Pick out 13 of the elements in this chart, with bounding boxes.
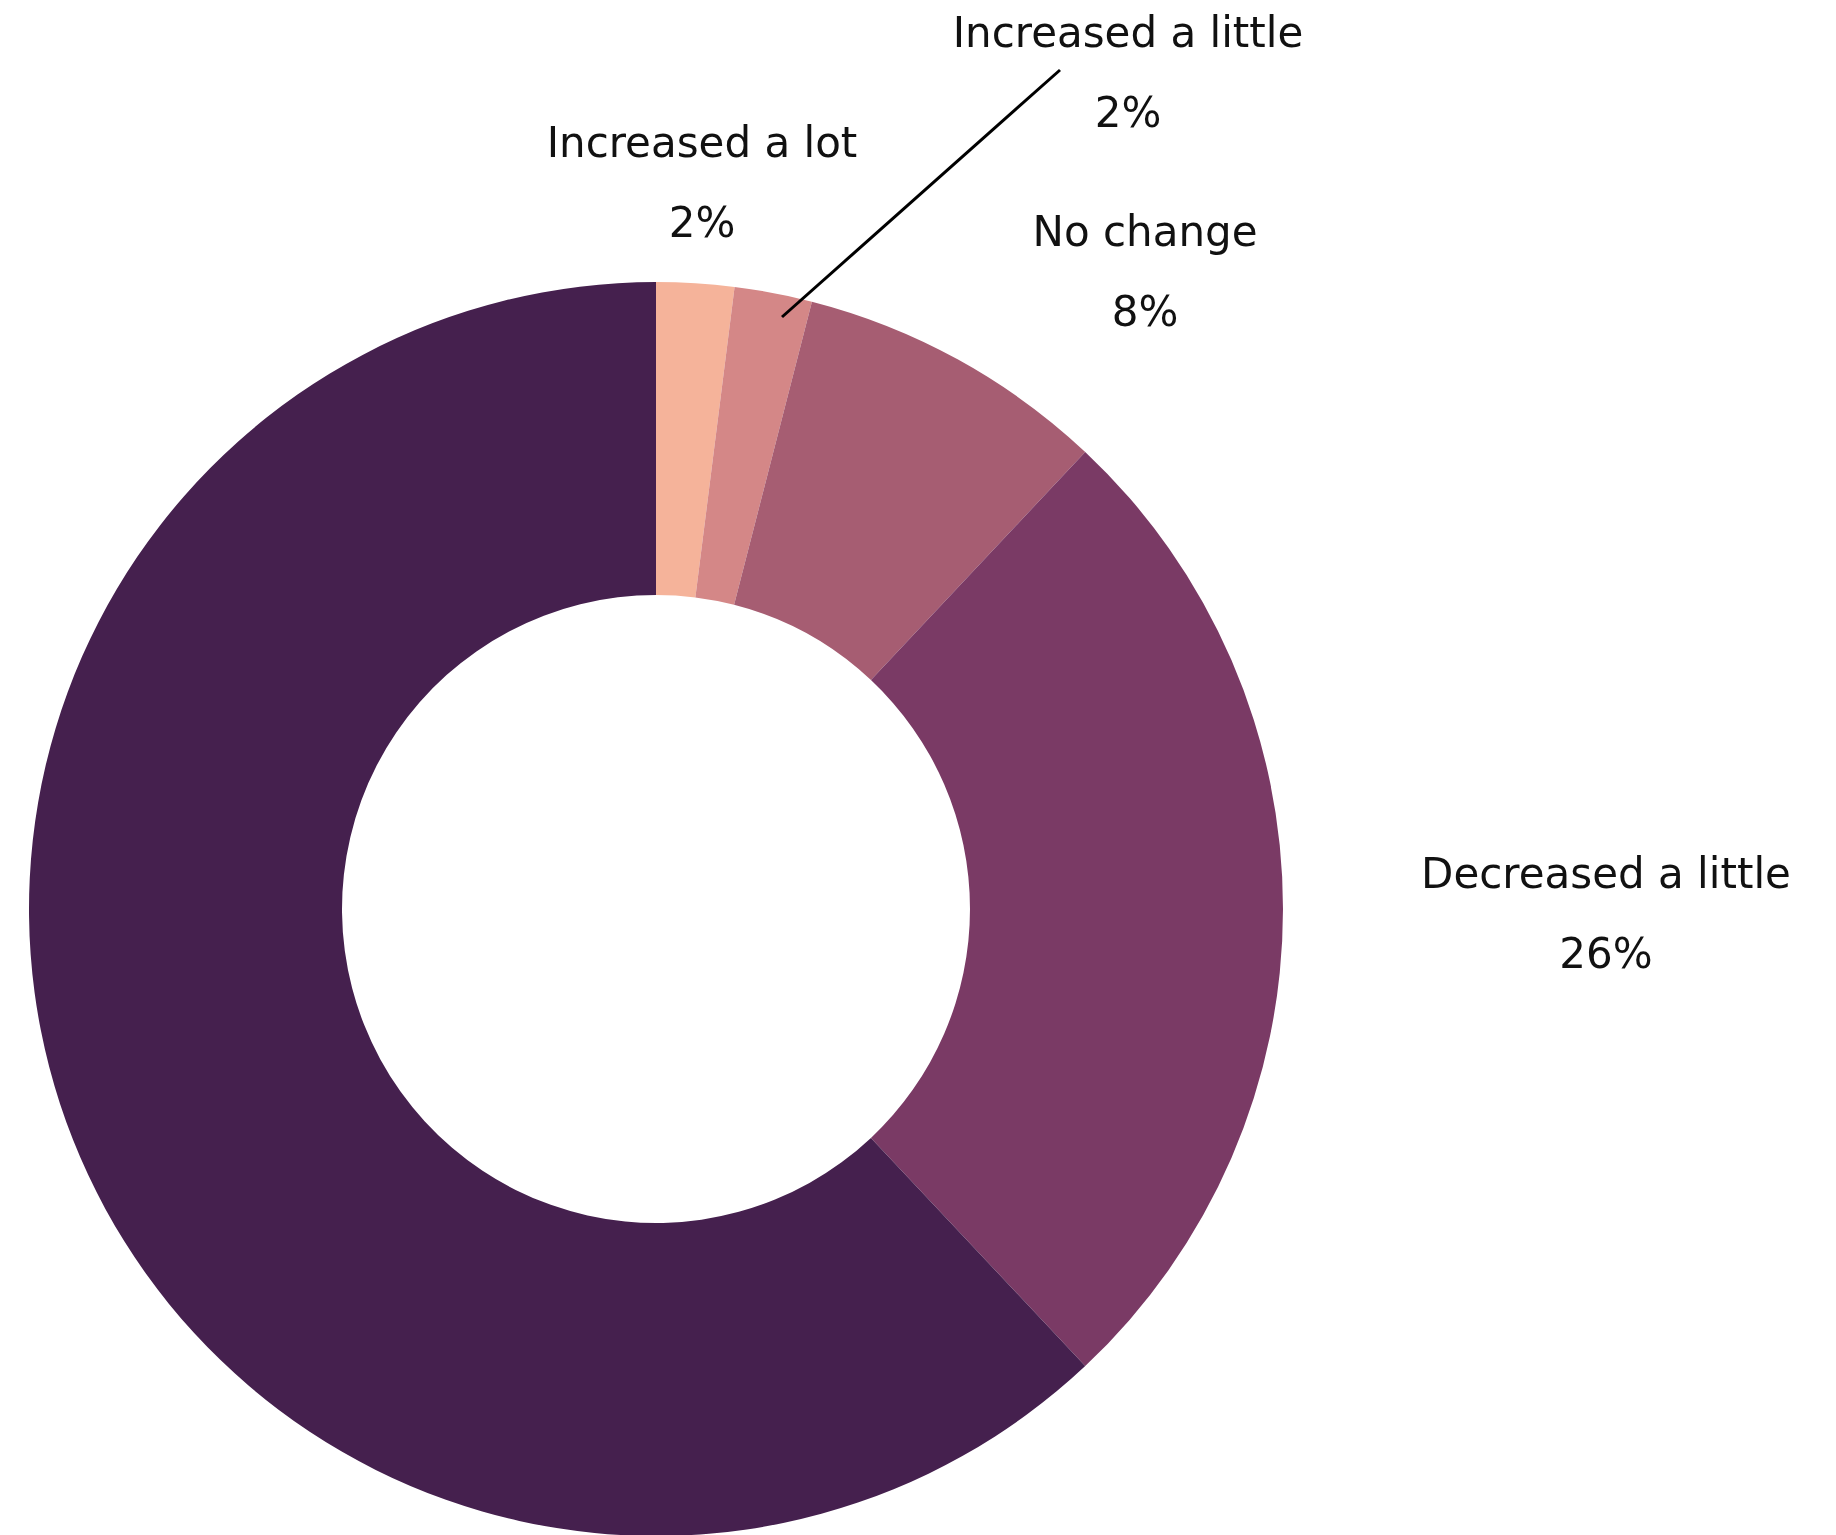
slice-label: Increased a lot (546, 118, 858, 167)
data-label: 26% (1559, 929, 1653, 978)
data-label: 2% (1094, 88, 1162, 137)
donut-slice (695, 286, 812, 605)
donut-slice (870, 451, 1282, 1367)
donut-slice (656, 282, 735, 598)
data-label: 2% (668, 198, 736, 247)
donut-slice (29, 282, 1086, 1535)
slice-label: Increased a little (952, 8, 1304, 57)
donut-slice (734, 301, 1086, 681)
data-label: 8% (1111, 287, 1179, 336)
slice-label: No change (1032, 207, 1258, 256)
slice-label: Decreased a little (1421, 849, 1791, 898)
